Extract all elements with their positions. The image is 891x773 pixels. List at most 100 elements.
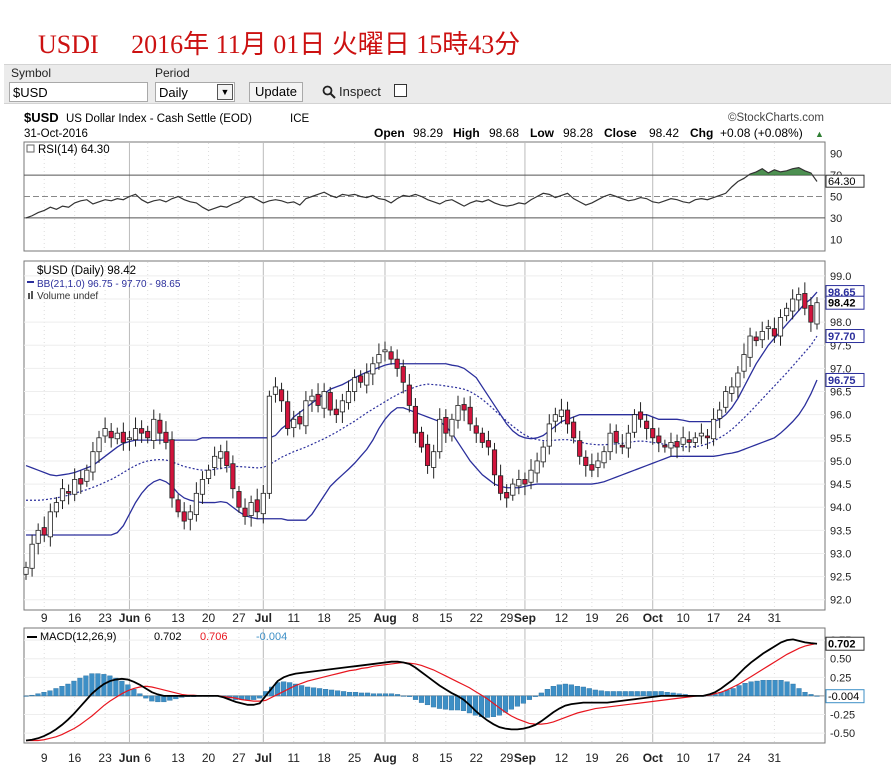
macd-histogram-bar bbox=[323, 689, 329, 697]
macd-histogram-bar bbox=[778, 680, 784, 697]
x-axis-label: 31 bbox=[768, 611, 782, 625]
price-tick-label: 96.5 bbox=[830, 387, 851, 399]
candle-body bbox=[315, 393, 321, 406]
macd-histogram-bar bbox=[424, 695, 431, 706]
candle-body bbox=[485, 440, 492, 448]
candle-body bbox=[400, 366, 406, 383]
candle-body bbox=[291, 418, 297, 429]
macd-histogram-bar bbox=[550, 686, 556, 697]
macd-histogram-bar bbox=[616, 691, 622, 697]
macd-histogram-bar bbox=[95, 673, 101, 697]
candle-body bbox=[425, 443, 431, 466]
page-title: USDI 2016年 11月 01日 火曜日 15時43分 bbox=[38, 30, 521, 59]
macd-histogram-bar bbox=[640, 691, 646, 697]
candle-body bbox=[157, 419, 163, 434]
x-axis-label: 8 bbox=[412, 611, 419, 625]
macd-histogram-bar bbox=[538, 692, 544, 697]
macd-histogram-bar bbox=[65, 683, 71, 697]
x-axis-label: 13 bbox=[171, 611, 185, 625]
x-axis-label: 19 bbox=[585, 611, 599, 625]
x-axis-label-bottom: 12 bbox=[555, 751, 569, 765]
chg-label: Chg bbox=[690, 126, 713, 140]
macd-histogram-bar bbox=[400, 695, 407, 697]
x-axis-label: 6 bbox=[144, 611, 151, 625]
candle-body bbox=[546, 423, 552, 447]
candle-body bbox=[175, 499, 181, 513]
macd-histogram-bar bbox=[137, 693, 143, 697]
macd-panel bbox=[23, 627, 826, 744]
x-axis-label: 11 bbox=[287, 611, 300, 625]
candle-body bbox=[583, 456, 589, 466]
candle-body bbox=[321, 391, 327, 409]
candle-body bbox=[248, 502, 254, 516]
macd-histogram-bar bbox=[532, 695, 538, 697]
price-tick-label: 97.5 bbox=[830, 340, 851, 352]
inspect-checkbox[interactable] bbox=[394, 84, 407, 97]
macd-histogram-bar bbox=[796, 688, 802, 697]
bb-middle-label: 97.70 bbox=[828, 331, 856, 343]
macd-histogram-bar bbox=[47, 690, 53, 697]
candle-body bbox=[540, 446, 546, 463]
macd-histogram-bar bbox=[808, 694, 814, 697]
x-axis-label: Jun bbox=[119, 611, 140, 625]
candle-body bbox=[723, 391, 729, 408]
macd-histogram-bar bbox=[275, 682, 281, 697]
axis-labels: 907050301064.3099.098.598.097.597.096.59… bbox=[41, 149, 865, 765]
macd-histogram-bar bbox=[766, 680, 772, 697]
candle-body bbox=[151, 418, 157, 441]
candle-body bbox=[126, 437, 133, 441]
candle-body bbox=[449, 418, 455, 437]
macd-histogram-bar bbox=[406, 695, 413, 697]
candle-body bbox=[607, 432, 613, 453]
candle-body bbox=[479, 432, 485, 443]
x-axis-label: Sep bbox=[514, 611, 536, 625]
candle-body bbox=[394, 358, 400, 369]
bb-middle-line bbox=[26, 335, 818, 501]
rsi-tick-label: 50 bbox=[830, 192, 842, 204]
candle-body bbox=[212, 455, 218, 468]
close-value: 98.42 bbox=[649, 126, 679, 140]
x-axis-label-bottom: 19 bbox=[585, 751, 599, 765]
rsi-last-box bbox=[825, 174, 865, 188]
period-select[interactable]: Daily ▼ bbox=[155, 82, 235, 102]
macd-histogram-bar bbox=[598, 690, 604, 697]
macd-histogram-bar bbox=[646, 691, 652, 697]
low-label: Low bbox=[530, 126, 555, 140]
volume-icon bbox=[28, 293, 30, 299]
x-axis-label-bottom: 23 bbox=[98, 751, 112, 765]
candle-body bbox=[23, 566, 29, 575]
candle-body bbox=[710, 418, 717, 440]
x-axis-label-bottom: 11 bbox=[287, 751, 300, 765]
macd-histogram-bar bbox=[119, 680, 125, 697]
chevron-down-icon[interactable]: ▼ bbox=[217, 84, 233, 100]
candle-body bbox=[351, 377, 358, 392]
x-axis-label-bottom: 16 bbox=[68, 751, 82, 765]
rsi-legend-swatch bbox=[26, 144, 35, 153]
macd-histogram-bar bbox=[628, 691, 634, 697]
candle-body bbox=[84, 469, 90, 482]
update-button[interactable]: Update bbox=[249, 82, 303, 102]
x-axis-label-bottom: Aug bbox=[373, 751, 396, 765]
candle-body bbox=[108, 430, 114, 439]
macd-histogram-bar bbox=[748, 681, 754, 697]
candle-body bbox=[412, 405, 418, 434]
grid-lines bbox=[24, 143, 825, 742]
macd-histogram-bar bbox=[305, 686, 311, 697]
price-series bbox=[23, 282, 820, 580]
x-axis-label: Jul bbox=[255, 611, 272, 625]
open-label: Open bbox=[374, 126, 405, 140]
candle-body bbox=[303, 400, 309, 427]
candle-body bbox=[498, 475, 504, 494]
x-axis-label-bottom: Jun bbox=[119, 751, 140, 765]
price-tick-label: 92.5 bbox=[830, 572, 851, 584]
candle-body bbox=[692, 437, 698, 443]
bb-lower-label: 96.75 bbox=[828, 375, 856, 387]
macd-last-label: 0.702 bbox=[828, 639, 856, 651]
candle-body bbox=[528, 469, 534, 483]
symbol-input[interactable]: $USD bbox=[9, 82, 148, 102]
candle-body bbox=[777, 317, 784, 337]
candle-body bbox=[266, 395, 272, 494]
macd-histogram-bar bbox=[436, 695, 443, 709]
candle-body bbox=[765, 326, 771, 330]
macd-histogram-bar bbox=[712, 694, 718, 697]
